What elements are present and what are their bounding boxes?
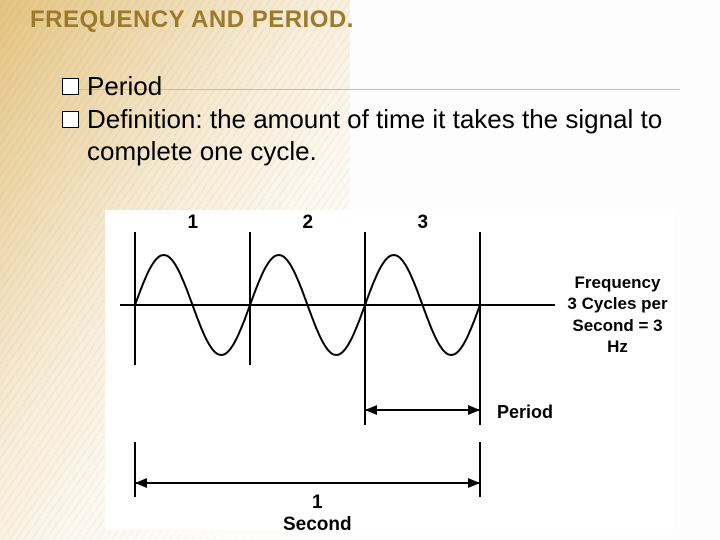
cycle-label-2: 2 [303, 212, 314, 234]
slide: FREQUENCY AND PERIOD. Period Definition:… [0, 0, 720, 540]
cycle-label-1: 1 [188, 212, 199, 234]
cycle-label-3: 3 [418, 212, 429, 234]
bullet-text: Definition: the amount of time it takes … [87, 103, 670, 168]
body-text: Period Definition: the amount of time it… [62, 70, 670, 168]
bullet-text: Period [87, 70, 162, 103]
wave-diagram: 1 2 3 Frequency 3 Cycles per Second = 3 … [105, 210, 675, 530]
bullet-row: Period [62, 70, 670, 103]
second-label-text: Second [283, 514, 352, 536]
frequency-text: Frequency 3 Cycles per Second = 3 Hz [560, 272, 675, 357]
bullet-box-icon [62, 111, 79, 128]
frequency-line: Frequency [560, 272, 675, 293]
bullet-box-icon [62, 78, 79, 95]
period-label: Period [497, 402, 553, 423]
frequency-line: Second = 3 Hz [560, 315, 675, 358]
wave-svg [105, 210, 675, 530]
one-second-label: 1 Second [283, 492, 352, 536]
one-label: 1 [283, 492, 352, 514]
bullet-row: Definition: the amount of time it takes … [62, 103, 670, 168]
frequency-line: 3 Cycles per [560, 293, 675, 314]
slide-title: FREQUENCY AND PERIOD. [30, 6, 354, 34]
